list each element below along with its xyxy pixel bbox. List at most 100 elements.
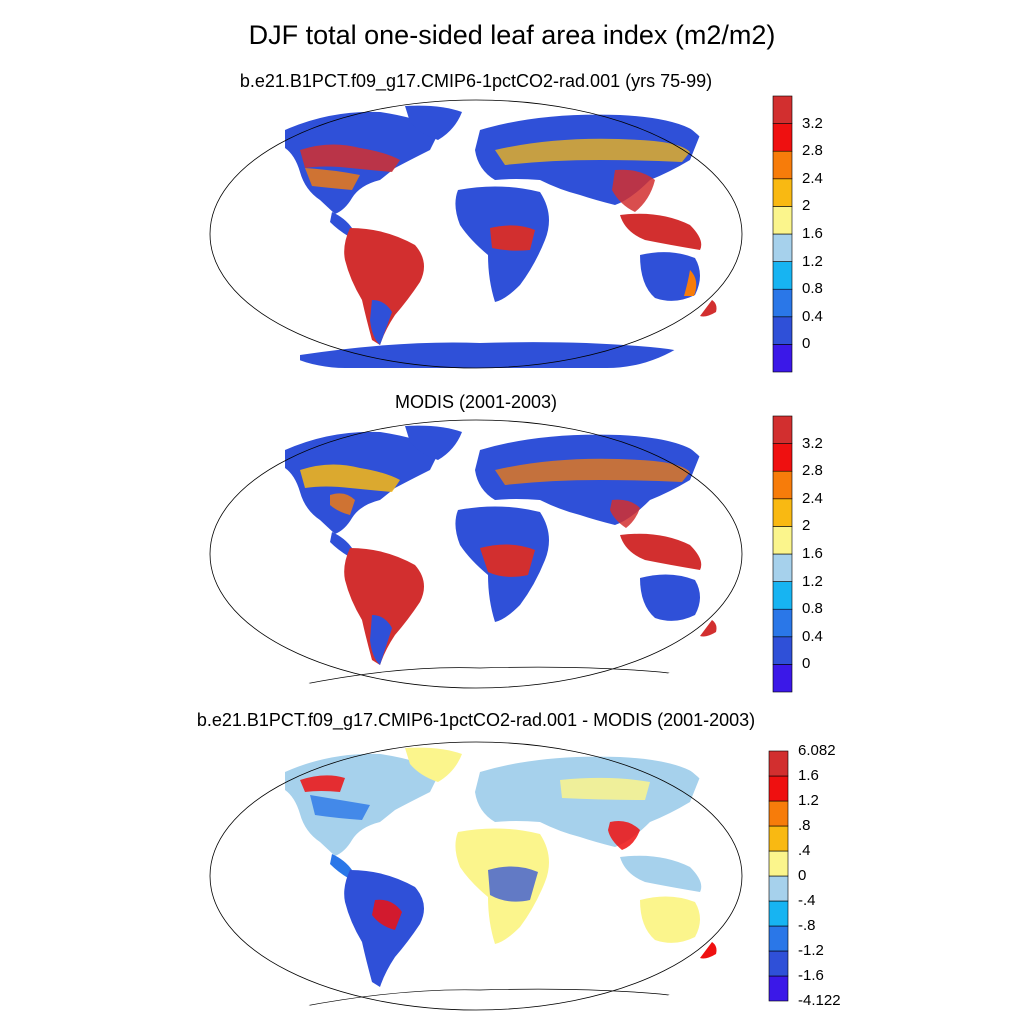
map-panel-modis bbox=[285, 425, 717, 688]
colorbar-segment bbox=[772, 636, 793, 665]
colorbar-segment bbox=[768, 975, 789, 1002]
east-asia-forest bbox=[612, 169, 655, 212]
new-zealand-land bbox=[700, 300, 717, 317]
colorbar-tick-label: 0.4 bbox=[802, 307, 823, 325]
colorbar-tick-label: -.8 bbox=[798, 917, 816, 934]
panel2-title: MODIS (2001-2003) bbox=[394, 392, 558, 412]
colorbar-segment bbox=[772, 415, 793, 444]
colorbar-segment bbox=[772, 261, 793, 290]
figure-title: DJF total one-sided leaf area index (m2/… bbox=[248, 20, 776, 50]
south-america-south bbox=[370, 300, 392, 345]
east-asia-positive bbox=[608, 821, 640, 850]
colorbar-segment bbox=[772, 233, 793, 262]
colorbar-tick-label: 2.8 bbox=[802, 142, 823, 160]
south-america-positive-patch bbox=[372, 899, 402, 930]
colorbar-tick-label: 3.2 bbox=[802, 434, 823, 452]
africa-forest-band bbox=[490, 225, 535, 251]
colorbar-segment bbox=[772, 526, 793, 555]
map-panel-model bbox=[285, 105, 717, 368]
new-zealand-land bbox=[700, 942, 717, 959]
eurasia-boreal-band bbox=[495, 458, 690, 485]
colorbar-segment bbox=[772, 498, 793, 527]
colorbar-tick-label: .8 bbox=[798, 817, 811, 834]
colorbar-segment bbox=[772, 123, 793, 152]
colorbar-tick-label: 0.8 bbox=[802, 280, 823, 298]
colorbar-tick-label: 2.4 bbox=[802, 489, 823, 507]
colorbar-tick-label: 1.2 bbox=[802, 252, 823, 270]
eastern-us-forest bbox=[330, 493, 355, 515]
colorbar-tick-label: -.4 bbox=[798, 892, 816, 909]
colorbar-model bbox=[772, 95, 793, 373]
colorbar-segment bbox=[768, 875, 789, 902]
map-panel-difference bbox=[285, 747, 717, 1010]
colorbar-segment bbox=[772, 316, 793, 345]
eurasia-positive-band bbox=[560, 777, 650, 800]
central-america-land bbox=[330, 532, 352, 556]
eurasia-land bbox=[475, 756, 700, 847]
colorbar-tick-label: 0 bbox=[802, 335, 811, 353]
north-america-boreal-band bbox=[300, 464, 400, 492]
colorbar-tick-label: 0.4 bbox=[802, 627, 823, 645]
colorbar-tick-label: .4 bbox=[798, 842, 811, 859]
colorbar-tick-label: 2 bbox=[802, 517, 811, 535]
colorbar-tick-label: 1.6 bbox=[798, 767, 819, 784]
australia-east-coast bbox=[684, 270, 697, 296]
antarctica-outline bbox=[299, 666, 713, 688]
colorbar-tick-label: 1.2 bbox=[802, 572, 823, 590]
south-america-south bbox=[370, 615, 392, 665]
colorbar-tick-label: -1.6 bbox=[798, 967, 824, 984]
colorbar-tick-label: 0 bbox=[798, 867, 807, 884]
north-america-positive-band bbox=[300, 775, 345, 792]
eurasia-boreal-band bbox=[495, 138, 690, 165]
colorbar-modis bbox=[772, 415, 793, 693]
colorbar-segment bbox=[768, 775, 789, 802]
colorbar-segment bbox=[772, 608, 793, 638]
colorbar-segment bbox=[768, 850, 789, 877]
east-asia-forest bbox=[610, 499, 640, 528]
indonesia-land bbox=[620, 855, 702, 892]
colorbar-segment bbox=[768, 825, 789, 852]
globe-outline-model bbox=[209, 99, 743, 369]
north-america-boreal-band bbox=[300, 144, 400, 172]
colorbar-segment bbox=[772, 443, 793, 472]
africa-mixed-band bbox=[488, 866, 538, 902]
colorbar-tick-label: 1.2 bbox=[798, 792, 819, 809]
north-america-negative-band bbox=[310, 795, 370, 820]
colorbar-segment bbox=[768, 925, 789, 952]
colorbar-tick-label: 3.2 bbox=[802, 114, 823, 132]
colorbar-tick-label: 1.6 bbox=[802, 225, 823, 242]
globe-outline-modis bbox=[209, 419, 743, 689]
colorbar-tick-label: 1.6 bbox=[802, 545, 823, 562]
indonesia-land bbox=[620, 533, 702, 570]
new-zealand-land bbox=[700, 620, 717, 637]
antarctica-land bbox=[300, 342, 712, 368]
colorbar-segment bbox=[772, 344, 793, 373]
australia-land bbox=[640, 574, 700, 621]
south-america-land bbox=[344, 228, 424, 345]
central-america-land bbox=[330, 212, 352, 236]
central-america-land bbox=[330, 854, 352, 878]
australia-land bbox=[640, 252, 700, 301]
south-america-land bbox=[344, 870, 424, 987]
colorbar-segment bbox=[772, 95, 793, 124]
colorbar-segment bbox=[772, 470, 793, 500]
colorbar-tick-label: 2.4 bbox=[802, 169, 823, 187]
colorbar-segment bbox=[768, 800, 789, 827]
colorbar-segment bbox=[772, 206, 793, 235]
globe-outline-difference bbox=[209, 741, 743, 1011]
australia-land bbox=[640, 896, 700, 943]
colorbar-segment bbox=[768, 950, 789, 977]
south-america-land bbox=[344, 548, 424, 665]
greenland-land bbox=[405, 425, 462, 460]
colorbar-segment bbox=[772, 150, 793, 180]
colorbar-tick-label: -4.122 bbox=[798, 992, 841, 1009]
colorbar-segment bbox=[772, 288, 793, 318]
colorbar-segment bbox=[772, 178, 793, 207]
colorbar-tick-label: -1.2 bbox=[798, 942, 824, 959]
greenland-land bbox=[405, 105, 462, 140]
indonesia-land bbox=[620, 213, 702, 250]
africa-forest-band bbox=[480, 544, 535, 577]
colorbar-segment bbox=[772, 664, 793, 693]
colorbar-difference bbox=[768, 750, 789, 1002]
